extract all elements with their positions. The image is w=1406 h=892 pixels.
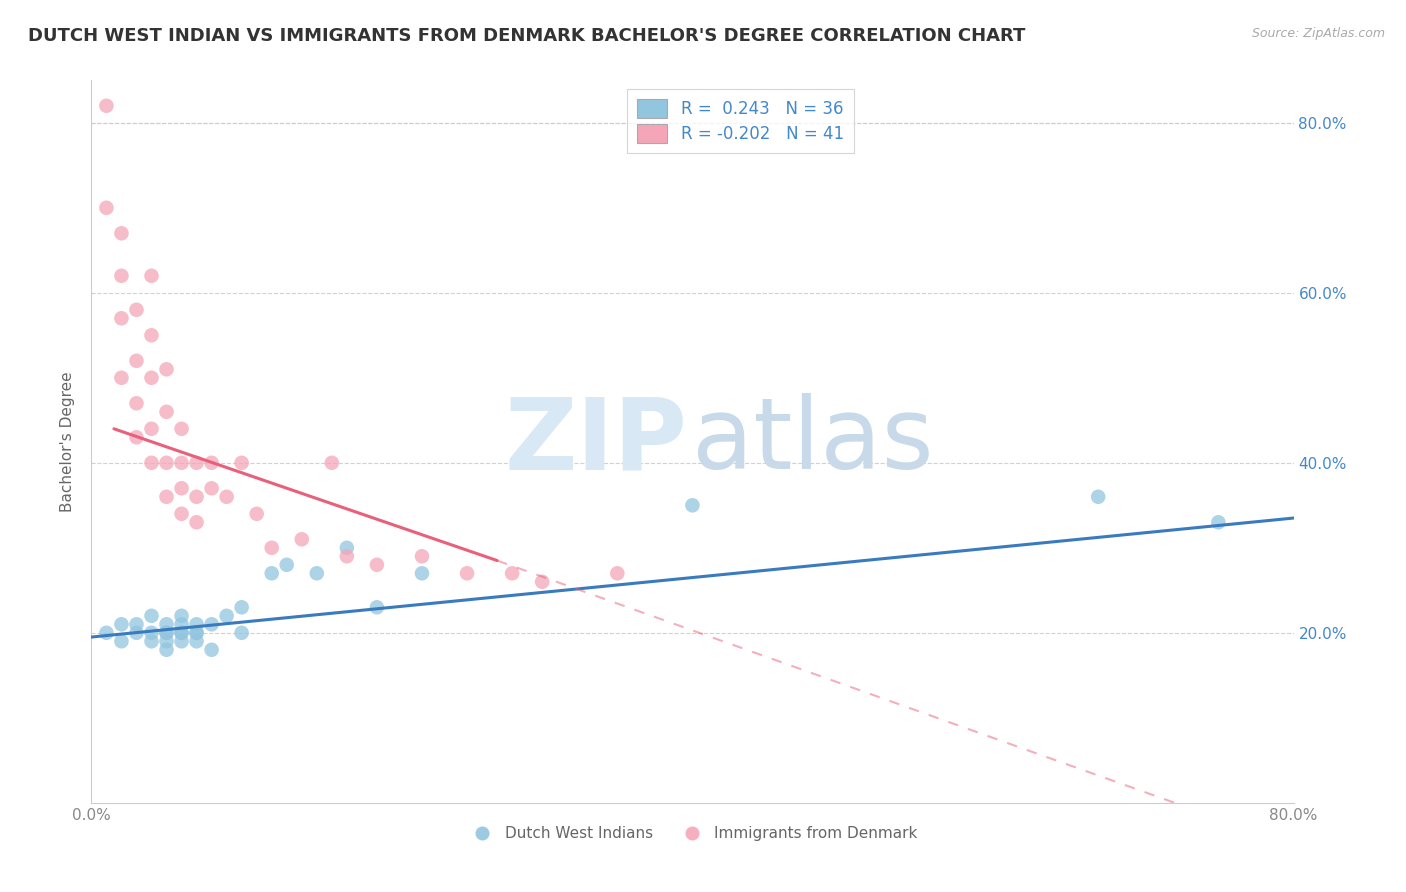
Point <box>366 600 388 615</box>
Legend: Dutch West Indians, Immigrants from Denmark: Dutch West Indians, Immigrants from Denm… <box>461 820 924 847</box>
Point <box>336 549 359 564</box>
Point <box>141 371 163 385</box>
Point <box>366 558 388 572</box>
Point <box>170 456 193 470</box>
Point <box>110 311 132 326</box>
Point <box>260 566 283 581</box>
Point <box>141 328 163 343</box>
Point <box>155 490 177 504</box>
Point <box>456 566 478 581</box>
Point <box>125 302 148 317</box>
Point <box>155 617 177 632</box>
Point <box>186 617 208 632</box>
Point <box>125 617 148 632</box>
Point <box>125 353 148 368</box>
Point <box>186 625 208 640</box>
Point <box>125 625 148 640</box>
Point <box>1087 490 1109 504</box>
Point <box>606 566 628 581</box>
Point <box>305 566 328 581</box>
Point <box>141 422 163 436</box>
Point <box>110 617 132 632</box>
Point <box>155 625 177 640</box>
Point <box>141 634 163 648</box>
Point <box>110 634 132 648</box>
Point <box>1208 516 1230 530</box>
Point <box>170 481 193 495</box>
Point <box>141 456 163 470</box>
Point <box>186 625 208 640</box>
Point <box>170 507 193 521</box>
Point <box>531 574 554 589</box>
Point <box>276 558 298 572</box>
Point <box>170 422 193 436</box>
Point <box>125 396 148 410</box>
Point <box>201 456 224 470</box>
Point <box>170 634 193 648</box>
Point <box>170 608 193 623</box>
Y-axis label: Bachelor's Degree: Bachelor's Degree <box>60 371 76 512</box>
Point <box>231 600 253 615</box>
Point <box>201 617 224 632</box>
Point <box>155 625 177 640</box>
Point <box>96 99 118 113</box>
Point <box>170 625 193 640</box>
Text: Source: ZipAtlas.com: Source: ZipAtlas.com <box>1251 27 1385 40</box>
Point <box>291 533 314 547</box>
Point <box>501 566 523 581</box>
Point <box>141 625 163 640</box>
Point <box>201 642 224 657</box>
Point <box>125 430 148 444</box>
Point <box>215 490 238 504</box>
Point <box>155 634 177 648</box>
Point <box>186 516 208 530</box>
Point <box>260 541 283 555</box>
Point <box>155 456 177 470</box>
Point <box>411 566 433 581</box>
Point <box>336 541 359 555</box>
Point <box>186 490 208 504</box>
Point <box>170 617 193 632</box>
Point <box>411 549 433 564</box>
Point <box>110 227 132 241</box>
Text: ZIP: ZIP <box>505 393 688 490</box>
Point <box>155 362 177 376</box>
Point <box>186 456 208 470</box>
Point <box>215 608 238 623</box>
Point <box>231 625 253 640</box>
Point <box>110 268 132 283</box>
Point <box>186 634 208 648</box>
Point <box>246 507 269 521</box>
Text: atlas: atlas <box>692 393 934 490</box>
Point <box>155 405 177 419</box>
Point <box>321 456 343 470</box>
Point <box>96 201 118 215</box>
Point <box>110 371 132 385</box>
Point <box>141 268 163 283</box>
Point <box>141 608 163 623</box>
Point <box>231 456 253 470</box>
Point <box>170 625 193 640</box>
Point <box>681 498 703 512</box>
Point <box>201 481 224 495</box>
Point <box>96 625 118 640</box>
Point <box>155 642 177 657</box>
Text: DUTCH WEST INDIAN VS IMMIGRANTS FROM DENMARK BACHELOR'S DEGREE CORRELATION CHART: DUTCH WEST INDIAN VS IMMIGRANTS FROM DEN… <box>28 27 1025 45</box>
